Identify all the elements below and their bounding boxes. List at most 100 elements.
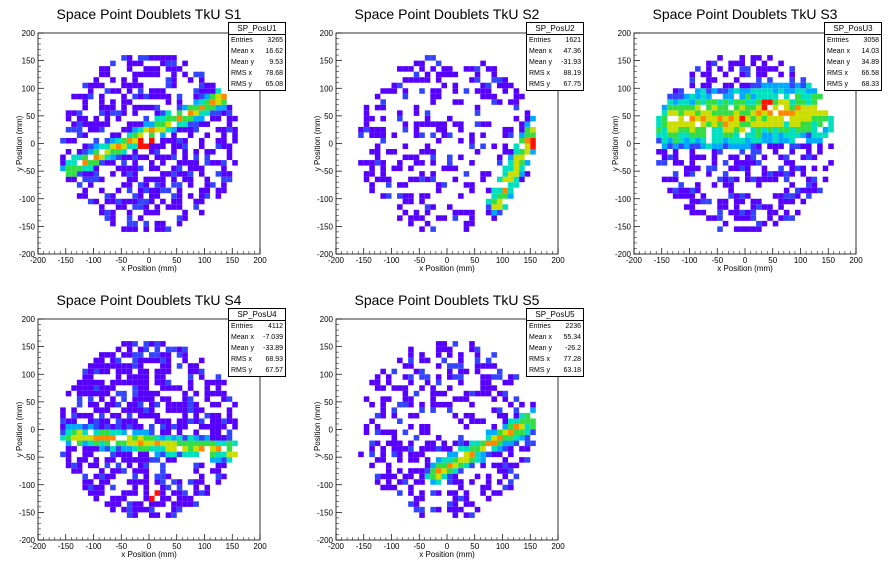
heatmap-bin xyxy=(171,66,177,72)
heatmap-bin xyxy=(800,126,807,133)
heatmap-bin xyxy=(700,99,707,105)
heatmap-bin xyxy=(402,429,409,436)
heatmap-bin xyxy=(132,193,138,199)
heatmap-bin xyxy=(402,385,409,391)
heatmap-bin xyxy=(93,143,100,150)
heatmap-bin xyxy=(463,457,470,463)
heatmap-bin xyxy=(149,93,155,100)
heatmap-bin xyxy=(656,126,662,133)
heatmap-bin xyxy=(99,407,105,413)
heatmap-bin xyxy=(137,501,144,507)
heatmap-bin xyxy=(496,462,503,469)
heatmap-bin xyxy=(530,440,536,447)
heatmap-bin xyxy=(121,77,127,83)
heatmap-bin xyxy=(667,93,673,100)
heatmap-bin xyxy=(402,209,409,216)
heatmap-bin xyxy=(160,495,166,502)
heatmap-bins xyxy=(358,55,536,232)
heatmap-bin xyxy=(485,363,492,369)
heatmap-bin xyxy=(182,423,188,430)
heatmap-bin xyxy=(745,88,751,94)
heatmap-bin xyxy=(99,176,105,183)
heatmap-bin xyxy=(402,77,409,83)
y-tick-label: -50 xyxy=(23,453,35,462)
heatmap-bin xyxy=(447,368,453,375)
heatmap-bin xyxy=(215,479,222,485)
y-axis-title: y Position (mm) xyxy=(15,401,24,457)
heatmap-bin xyxy=(165,423,172,430)
heatmap-bin xyxy=(800,115,807,122)
heatmap-bin xyxy=(115,390,122,397)
heatmap-bin xyxy=(137,462,144,469)
heatmap-bin xyxy=(778,71,784,78)
heatmap-bin xyxy=(71,429,77,436)
heatmap-bin xyxy=(452,412,459,419)
heatmap-bin xyxy=(513,160,520,166)
heatmap-bin xyxy=(93,176,100,183)
heatmap-bin xyxy=(137,55,144,61)
heatmap-bin xyxy=(132,418,138,424)
heatmap-bin xyxy=(99,93,105,100)
heatmap-bin xyxy=(71,110,77,116)
heatmap-bin xyxy=(452,490,459,496)
heatmap-bin xyxy=(160,187,166,194)
heatmap-bin xyxy=(822,176,829,183)
heatmap-bin xyxy=(193,204,199,210)
heatmap-bin xyxy=(204,82,211,89)
heatmap-bin xyxy=(137,451,144,458)
heatmap-bin xyxy=(485,435,492,441)
heatmap-bin xyxy=(226,126,233,133)
heatmap-bin xyxy=(76,412,83,419)
heatmap-bin xyxy=(706,60,712,67)
heatmap-bin xyxy=(513,473,520,480)
heatmap-bin xyxy=(215,435,222,441)
heatmap-bin xyxy=(424,473,431,480)
heatmap-bin xyxy=(794,99,801,105)
heatmap-bin xyxy=(132,429,138,436)
heatmap-bin xyxy=(678,137,684,144)
heatmap-bin xyxy=(132,165,138,172)
heatmap-bin xyxy=(132,93,138,100)
heatmap-bin xyxy=(82,374,88,380)
heatmap-bin xyxy=(154,479,161,485)
heatmap-bin xyxy=(369,132,375,138)
heatmap-bin xyxy=(435,506,442,513)
heatmap-bin xyxy=(87,446,94,452)
y-tick-label: 100 xyxy=(320,370,334,379)
heatmap-bin xyxy=(99,352,105,358)
heatmap-bin xyxy=(391,82,398,89)
heatmap-bin xyxy=(739,137,745,144)
heatmap-bin xyxy=(430,226,436,232)
heatmap-bin xyxy=(441,401,447,408)
heatmap-bin xyxy=(513,165,520,172)
heatmap-bin xyxy=(424,357,431,364)
heatmap-bin xyxy=(215,115,222,122)
heatmap-bin xyxy=(121,226,127,232)
heatmap-bin xyxy=(193,110,199,116)
heatmap-bin xyxy=(99,468,105,474)
heatmap-bin xyxy=(204,93,211,100)
heatmap-bin xyxy=(485,429,492,436)
heatmap-bin xyxy=(160,121,166,127)
heatmap-bin xyxy=(745,93,751,100)
heatmap-bin xyxy=(463,490,470,496)
heatmap-bin xyxy=(717,66,723,72)
heatmap-bin xyxy=(76,182,83,188)
stats-row-mean-y: Mean y -33.89 xyxy=(231,345,283,352)
heatmap-bin xyxy=(695,104,701,111)
heatmap-bin xyxy=(739,143,745,150)
heatmap-bin xyxy=(413,368,420,375)
heatmap-bin xyxy=(363,110,370,116)
heatmap-bin xyxy=(397,357,403,364)
heatmap-bin xyxy=(530,149,536,155)
heatmap-bin xyxy=(126,82,133,89)
heatmap-bin xyxy=(767,88,773,94)
heatmap-bin xyxy=(474,357,481,364)
stats-row-mean-x: Mean x -7.039 xyxy=(231,334,283,341)
heatmap-bin xyxy=(93,484,100,491)
heatmap-bin xyxy=(126,401,133,408)
heatmap-bin xyxy=(789,104,795,111)
heatmap-bin xyxy=(778,132,784,138)
heatmap-bin xyxy=(683,93,690,100)
heatmap-bin xyxy=(187,440,194,447)
